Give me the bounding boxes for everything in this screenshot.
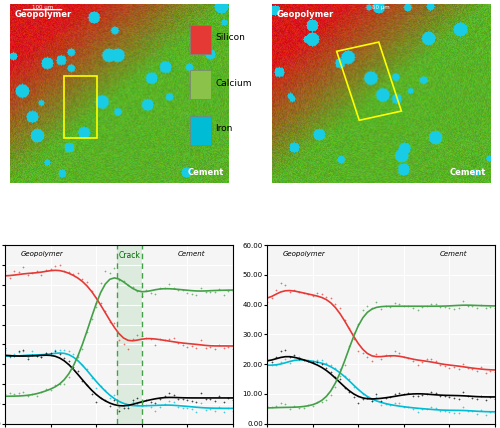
- Text: Geopolymer: Geopolymer: [21, 250, 63, 257]
- Text: Geopolymer: Geopolymer: [283, 250, 326, 257]
- Text: Geopolymer: Geopolymer: [14, 10, 72, 19]
- Text: Crack: Crack: [118, 250, 140, 260]
- Text: Silicon: Silicon: [215, 33, 245, 42]
- Text: Cement: Cement: [450, 168, 486, 178]
- Text: Calcium: Calcium: [215, 79, 252, 88]
- Text: Cement: Cement: [178, 250, 206, 257]
- Bar: [116, 245, 141, 424]
- Bar: [336, 42, 402, 120]
- Text: 100 μm: 100 μm: [32, 5, 53, 10]
- Legend: Na, Al, Si, Ca: Na, Al, Si, Ca: [282, 249, 309, 288]
- FancyBboxPatch shape: [190, 25, 211, 54]
- Text: Iron: Iron: [215, 124, 232, 133]
- Text: Cement: Cement: [440, 250, 468, 257]
- FancyBboxPatch shape: [190, 70, 211, 99]
- Text: Cement: Cement: [188, 168, 224, 178]
- Text: Geopolymer: Geopolymer: [276, 10, 334, 19]
- Bar: [64, 76, 97, 138]
- FancyBboxPatch shape: [190, 116, 211, 145]
- Text: 50 μm: 50 μm: [372, 5, 390, 10]
